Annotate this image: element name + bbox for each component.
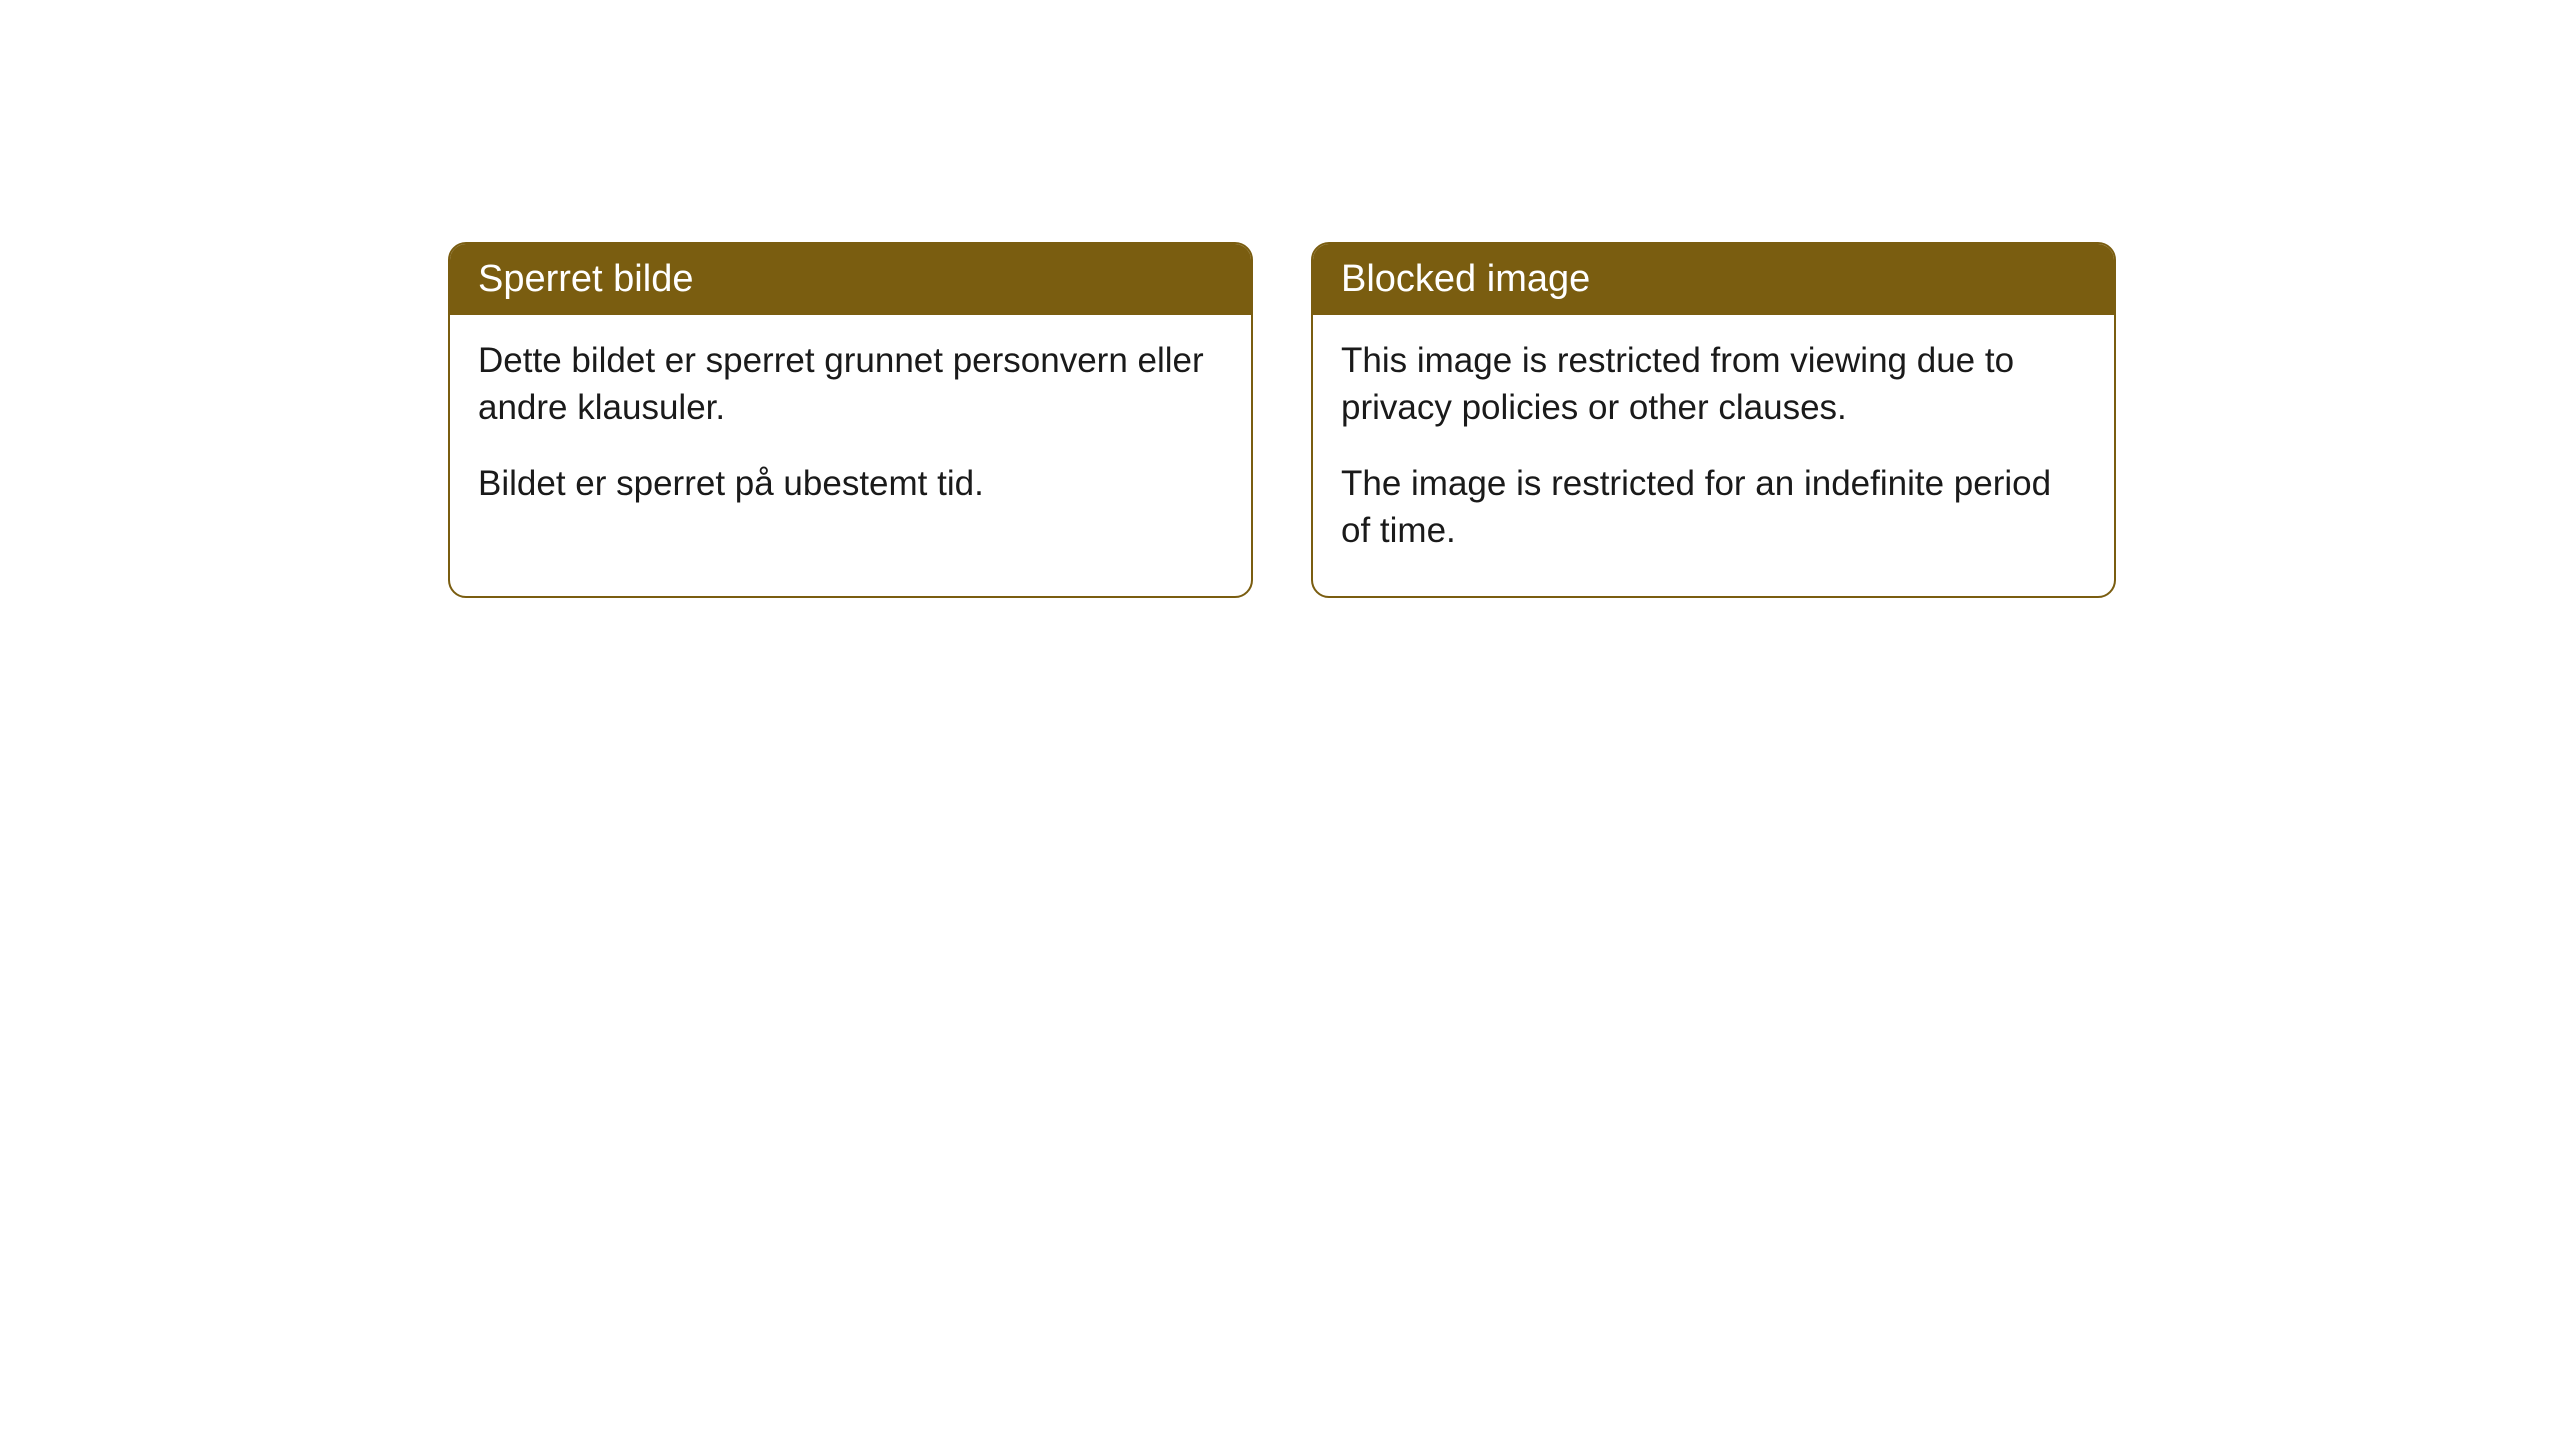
notice-cards-container: Sperret bilde Dette bildet er sperret gr… (448, 242, 2116, 598)
card-header: Sperret bilde (450, 244, 1251, 315)
card-paragraph: This image is restricted from viewing du… (1341, 337, 2086, 432)
card-title: Sperret bilde (478, 258, 693, 300)
card-header: Blocked image (1313, 244, 2114, 315)
card-paragraph: The image is restricted for an indefinit… (1341, 460, 2086, 555)
card-body: Dette bildet er sperret grunnet personve… (450, 315, 1251, 549)
card-paragraph: Dette bildet er sperret grunnet personve… (478, 337, 1223, 432)
notice-card-norwegian: Sperret bilde Dette bildet er sperret gr… (448, 242, 1253, 598)
notice-card-english: Blocked image This image is restricted f… (1311, 242, 2116, 598)
card-body: This image is restricted from viewing du… (1313, 315, 2114, 596)
card-paragraph: Bildet er sperret på ubestemt tid. (478, 460, 1223, 507)
card-title: Blocked image (1341, 258, 1590, 300)
